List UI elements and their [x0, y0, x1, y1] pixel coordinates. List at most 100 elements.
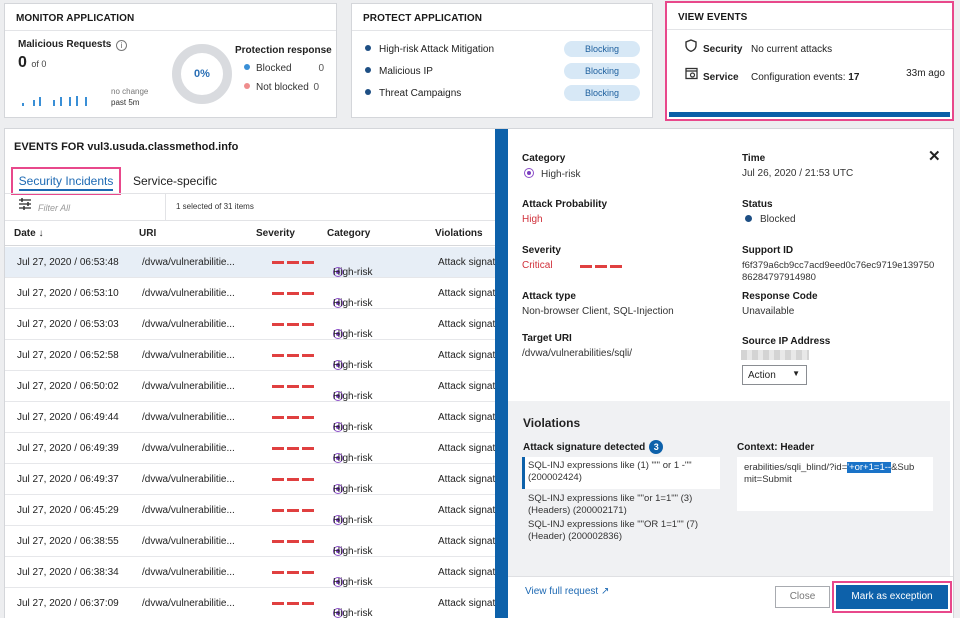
view-events-card[interactable]: VIEW EVENTS Security No current attacks S… — [665, 1, 954, 121]
row-category-text: High-risk — [333, 298, 373, 309]
selection-count: 1 selected of 31 items — [176, 202, 254, 211]
table-row[interactable]: Jul 27, 2020 / 06:49:44/dvwa/vulnerabili… — [5, 402, 495, 433]
protect-item: High-risk Attack Mitigation Blocking — [365, 41, 640, 57]
context-highlight: '+or+1=1-- — [847, 462, 892, 473]
high-risk-icon — [333, 267, 343, 277]
blocking-status-pill[interactable]: Blocking — [564, 41, 640, 57]
table-row[interactable]: Jul 27, 2020 / 06:50:02/dvwa/vulnerabili… — [5, 371, 495, 402]
row-uri: /dvwa/vulnerabilitie... — [142, 567, 235, 578]
table-row[interactable]: Jul 27, 2020 / 06:38:34/dvwa/vulnerabili… — [5, 557, 495, 588]
row-date: Jul 27, 2020 / 06:53:03 — [17, 319, 119, 330]
column-uri[interactable]: URI — [139, 228, 157, 239]
table-row[interactable]: Jul 27, 2020 / 06:53:03/dvwa/vulnerabili… — [5, 309, 495, 340]
blocking-status-pill[interactable]: Blocking — [564, 85, 640, 101]
category-text: High-risk — [541, 169, 581, 180]
row-date: Jul 27, 2020 / 06:38:55 — [17, 536, 119, 547]
row-date: Jul 27, 2020 / 06:53:48 — [17, 257, 119, 268]
severity-critical-indicator — [272, 571, 314, 574]
row-uri: /dvwa/vulnerabilitie... — [142, 381, 235, 392]
table-row[interactable]: Jul 27, 2020 / 06:49:39/dvwa/vulnerabili… — [5, 433, 495, 464]
malicious-requests-label: Malicious Requests i — [18, 39, 128, 51]
row-violations: Attack signat — [438, 381, 496, 392]
not-blocked-legend: Not blocked 0 — [244, 82, 319, 93]
high-risk-icon — [333, 391, 343, 401]
severity-critical-indicator — [272, 292, 314, 295]
attack-type-value: Non-browser Client, SQL-Injection — [522, 306, 674, 317]
sparkline-bar — [39, 97, 41, 106]
tab-security-incidents[interactable]: Security Incidents — [11, 167, 121, 195]
row-uri: /dvwa/vulnerabilitie... — [142, 350, 235, 361]
row-category-text: High-risk — [333, 577, 373, 588]
blocked-dot-icon — [244, 64, 250, 70]
signature-detected-text: Attack signature detected — [523, 442, 646, 453]
sparkline-bar — [76, 96, 78, 106]
protect-item: Malicious IP Blocking — [365, 63, 640, 79]
service-icon — [683, 67, 699, 83]
row-date: Jul 27, 2020 / 06:49:44 — [17, 412, 119, 423]
row-violations: Attack signat — [438, 319, 496, 330]
context-box: erabilities/sqli_blind/?id='+or+1=1--&Su… — [737, 457, 933, 511]
close-icon[interactable]: ✕ — [928, 148, 941, 165]
view-events-title: VIEW EVENTS — [667, 3, 952, 30]
info-icon[interactable]: i — [116, 40, 128, 51]
support-id-line-2: 86284797914980 — [742, 272, 816, 283]
filter-sliders-icon[interactable] — [18, 198, 32, 213]
detail-panel-edge — [495, 129, 508, 618]
table-row[interactable]: Jul 27, 2020 / 06:49:37/dvwa/vulnerabili… — [5, 464, 495, 495]
column-category[interactable]: Category — [327, 228, 371, 239]
mark-as-exception-button[interactable]: Mark as exception — [836, 585, 948, 609]
malicious-requests-text: Malicious Requests — [18, 39, 112, 50]
row-violations: Attack signat — [438, 505, 496, 516]
table-header: Date ↓ URI Severity Category Violations — [5, 222, 495, 246]
blocking-status-pill[interactable]: Blocking — [564, 63, 640, 79]
row-category-text: High-risk — [333, 546, 373, 557]
table-row[interactable]: Jul 27, 2020 / 06:38:55/dvwa/vulnerabili… — [5, 526, 495, 557]
row-uri: /dvwa/vulnerabilitie... — [142, 474, 235, 485]
high-risk-icon — [333, 515, 343, 525]
view-full-request-link[interactable]: View full request ↗ — [525, 586, 609, 597]
protect-item-label: High-risk Attack Mitigation — [379, 44, 495, 55]
row-category-text: High-risk — [333, 608, 373, 618]
blocked-value: 0 — [318, 63, 324, 74]
high-risk-icon — [333, 484, 343, 494]
row-uri: /dvwa/vulnerabilitie... — [142, 257, 235, 268]
malicious-count-total: of 0 — [31, 59, 47, 69]
no-change-text: no change — [111, 87, 149, 96]
security-events-row[interactable]: Security No current attacks — [683, 39, 945, 55]
severity-critical-indicator — [272, 354, 314, 357]
events-title: EVENTS FOR vul3.usuda.classmethod.info — [14, 141, 239, 153]
tab-service-specific[interactable]: Service-specific — [133, 174, 218, 188]
row-date: Jul 27, 2020 / 06:37:09 — [17, 598, 119, 609]
divider — [165, 194, 166, 221]
action-dropdown[interactable]: Action ▼ — [742, 365, 807, 385]
table-row[interactable]: Jul 27, 2020 / 06:53:10/dvwa/vulnerabili… — [5, 278, 495, 309]
filter-input[interactable]: Filter All — [38, 203, 71, 213]
status-text: Blocked — [760, 214, 796, 225]
support-id-label: Support ID — [742, 245, 794, 256]
table-row[interactable]: Jul 27, 2020 / 06:45:29/dvwa/vulnerabili… — [5, 495, 495, 526]
signature-item[interactable]: SQL-INJ expressions like (1) ""' or 1 -"… — [528, 460, 692, 483]
time-value: Jul 26, 2020 / 21:53 UTC — [742, 168, 854, 179]
high-risk-icon — [333, 577, 343, 587]
requests-sparkline — [22, 96, 87, 106]
signature-detected-label: Attack signature detected 3 — [523, 440, 664, 454]
view-events-accent-bar — [669, 112, 950, 117]
context-text: erabilities/sqli_blind/?id='+or+1=1--&Su… — [744, 462, 930, 486]
row-category-text: High-risk — [333, 329, 373, 340]
service-events-row[interactable]: Service Configuration events: 17 33m ago — [683, 67, 945, 83]
close-button[interactable]: Close — [775, 586, 830, 608]
signature-item[interactable]: SQL-INJ expressions like ""or 1=1"" (3) … — [528, 493, 693, 516]
action-dropdown-value: Action — [748, 370, 776, 381]
row-violations: Attack signat — [438, 474, 496, 485]
row-uri: /dvwa/vulnerabilitie... — [142, 536, 235, 547]
column-violations[interactable]: Violations — [435, 228, 483, 239]
table-row[interactable]: Jul 27, 2020 / 06:53:48/dvwa/vulnerabili… — [5, 247, 495, 278]
blocked-legend: Blocked 0 — [244, 63, 324, 74]
table-row[interactable]: Jul 27, 2020 / 06:37:09/dvwa/vulnerabili… — [5, 588, 495, 618]
table-row[interactable]: Jul 27, 2020 / 06:52:58/dvwa/vulnerabili… — [5, 340, 495, 371]
column-date[interactable]: Date ↓ — [14, 228, 44, 239]
signature-item[interactable]: SQL-INJ expressions like ""OR 1=1"" (7) … — [528, 519, 699, 542]
sparkline-bar — [33, 100, 35, 106]
row-category-text: High-risk — [333, 453, 373, 464]
column-severity[interactable]: Severity — [256, 228, 295, 239]
